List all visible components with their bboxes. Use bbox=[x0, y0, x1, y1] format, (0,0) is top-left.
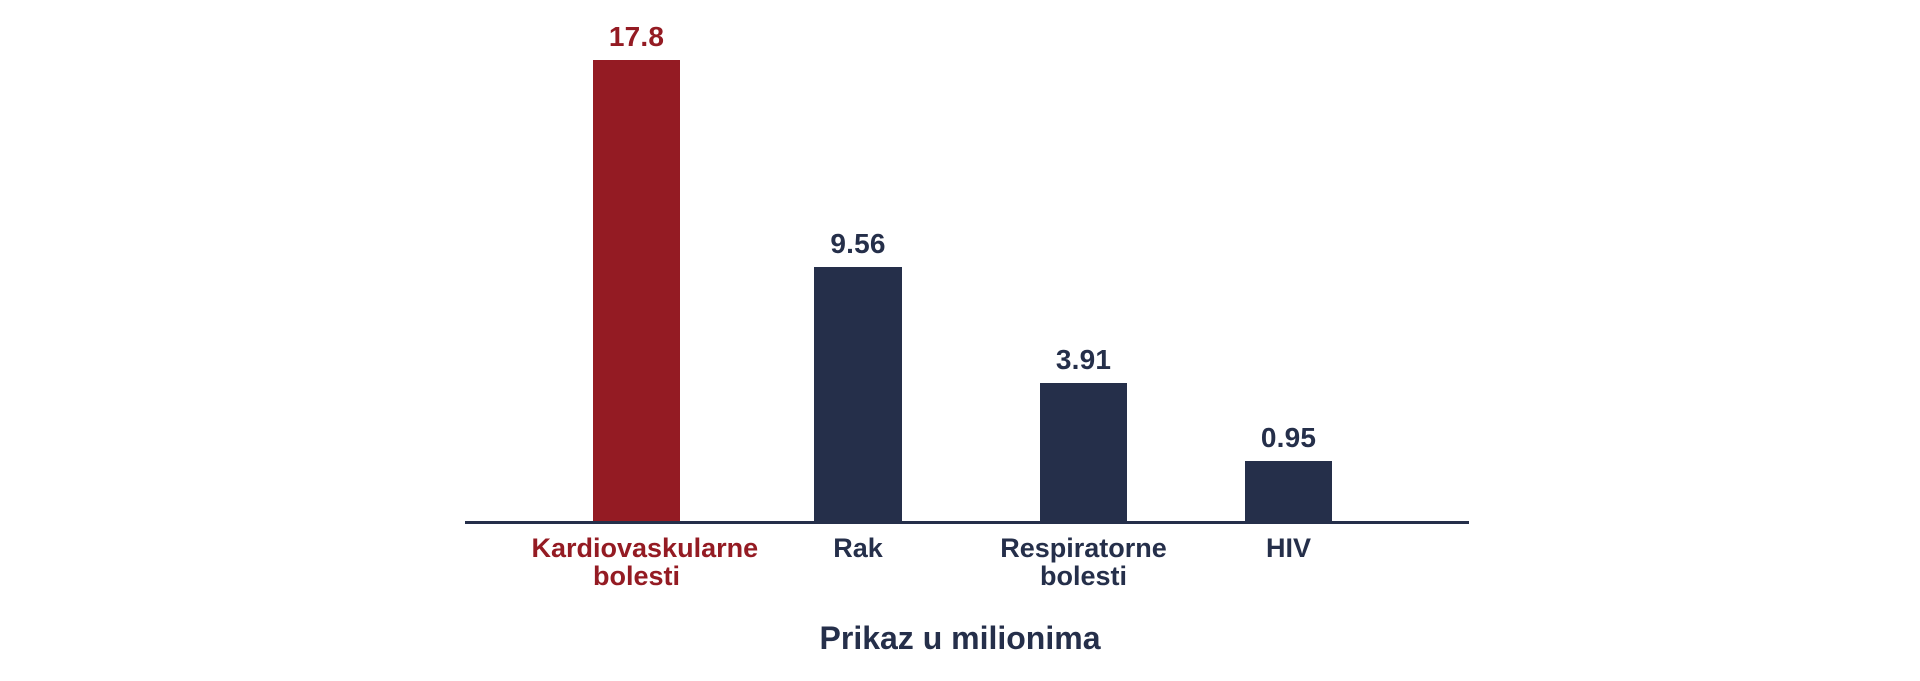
value-label-rak: 9.56 bbox=[830, 228, 886, 259]
bar-respiratorne-bolesti bbox=[1040, 383, 1127, 523]
category-label-kardiovaskularne-bolesti: Kardiovaskularne bolesti bbox=[531, 533, 759, 591]
value-label-respiratorne-bolesti: 3.91 bbox=[1055, 344, 1112, 375]
category-label-rak: Rak bbox=[833, 533, 883, 563]
bar-hiv bbox=[1245, 461, 1332, 523]
x-axis-line bbox=[465, 521, 1469, 524]
value-label-kardiovaskularne-bolesti: 17.8 bbox=[608, 21, 665, 52]
chart-title: Prikaz u milionima bbox=[819, 620, 1101, 656]
bar-rak bbox=[814, 267, 902, 523]
bar-kardiovaskularne-bolesti bbox=[593, 60, 680, 523]
value-label-hiv: 0.95 bbox=[1260, 422, 1317, 453]
category-label-respiratorne-bolesti: Respiratorne bolesti bbox=[1000, 533, 1167, 591]
category-label-hiv: HIV bbox=[1265, 533, 1311, 563]
